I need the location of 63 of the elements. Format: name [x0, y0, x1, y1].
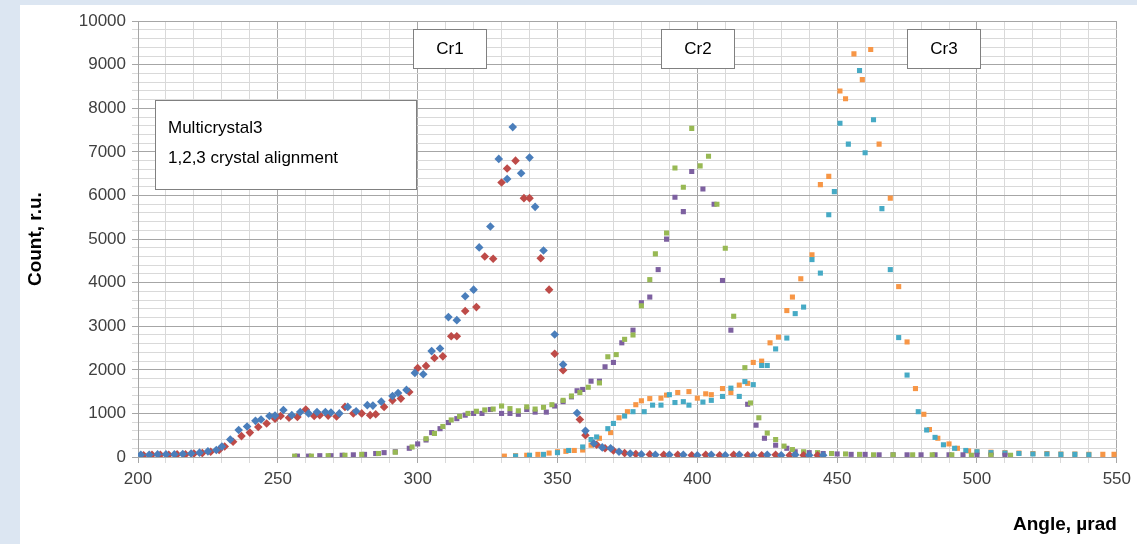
point — [837, 120, 843, 126]
y-tick-label: 4000 — [88, 272, 126, 292]
point — [764, 362, 770, 369]
point — [845, 141, 851, 147]
x-tick-label: 200 — [123, 468, 153, 488]
text-box: Cr1 — [413, 29, 487, 69]
x-tick-label: 250 — [263, 468, 293, 488]
point — [826, 212, 832, 218]
point — [856, 67, 863, 73]
point — [817, 270, 823, 276]
y-tick-label: 0 — [116, 446, 126, 466]
point — [672, 399, 678, 406]
y-tick-label: 7000 — [88, 141, 126, 161]
y-tick-label: 1000 — [88, 403, 126, 423]
y-axis-title: Count, r.u. — [23, 192, 45, 287]
point — [896, 335, 902, 341]
x-tick-label: 300 — [403, 468, 432, 488]
point — [784, 335, 790, 341]
point — [759, 362, 765, 369]
point — [915, 409, 921, 415]
text-box: Cr2 — [661, 29, 735, 69]
point — [801, 304, 807, 310]
point — [773, 346, 779, 352]
point — [686, 402, 692, 408]
text-box: Multicrystal3 1,2,3 crystal alignment — [155, 100, 417, 190]
point — [736, 393, 742, 399]
y-tick-label: 2000 — [88, 359, 126, 379]
point — [719, 393, 726, 399]
point — [750, 382, 756, 388]
y-tick-label: 8000 — [88, 98, 126, 118]
point — [887, 267, 893, 273]
point — [680, 399, 686, 405]
point — [870, 117, 877, 123]
y-tick-label: 9000 — [88, 54, 126, 74]
x-tick-label: 400 — [683, 468, 712, 488]
x-tick-label: 350 — [543, 468, 572, 488]
point — [940, 442, 946, 448]
point — [605, 426, 611, 432]
x-tick-label: 450 — [822, 468, 852, 488]
point — [831, 189, 837, 195]
point — [658, 402, 664, 408]
point — [622, 413, 628, 419]
text-box: Cr3 — [907, 29, 981, 69]
point — [862, 150, 868, 156]
point — [708, 397, 714, 403]
point — [641, 409, 647, 415]
point — [904, 372, 910, 378]
point — [630, 409, 636, 415]
point — [540, 451, 547, 457]
y-tick-label: 10000 — [78, 10, 126, 30]
y-tick-label: 3000 — [88, 315, 126, 335]
y-tick-label: 6000 — [88, 185, 126, 205]
point — [700, 399, 706, 405]
point — [650, 402, 656, 408]
x-tick-label: 550 — [1102, 468, 1132, 488]
point — [728, 385, 734, 391]
point — [809, 257, 815, 263]
point — [792, 311, 798, 317]
point — [879, 206, 885, 212]
x-tick-label: 500 — [962, 468, 992, 488]
y-tick-label: 5000 — [88, 228, 126, 248]
x-axis-title: Angle, µrad — [1012, 512, 1117, 534]
point — [610, 420, 616, 426]
